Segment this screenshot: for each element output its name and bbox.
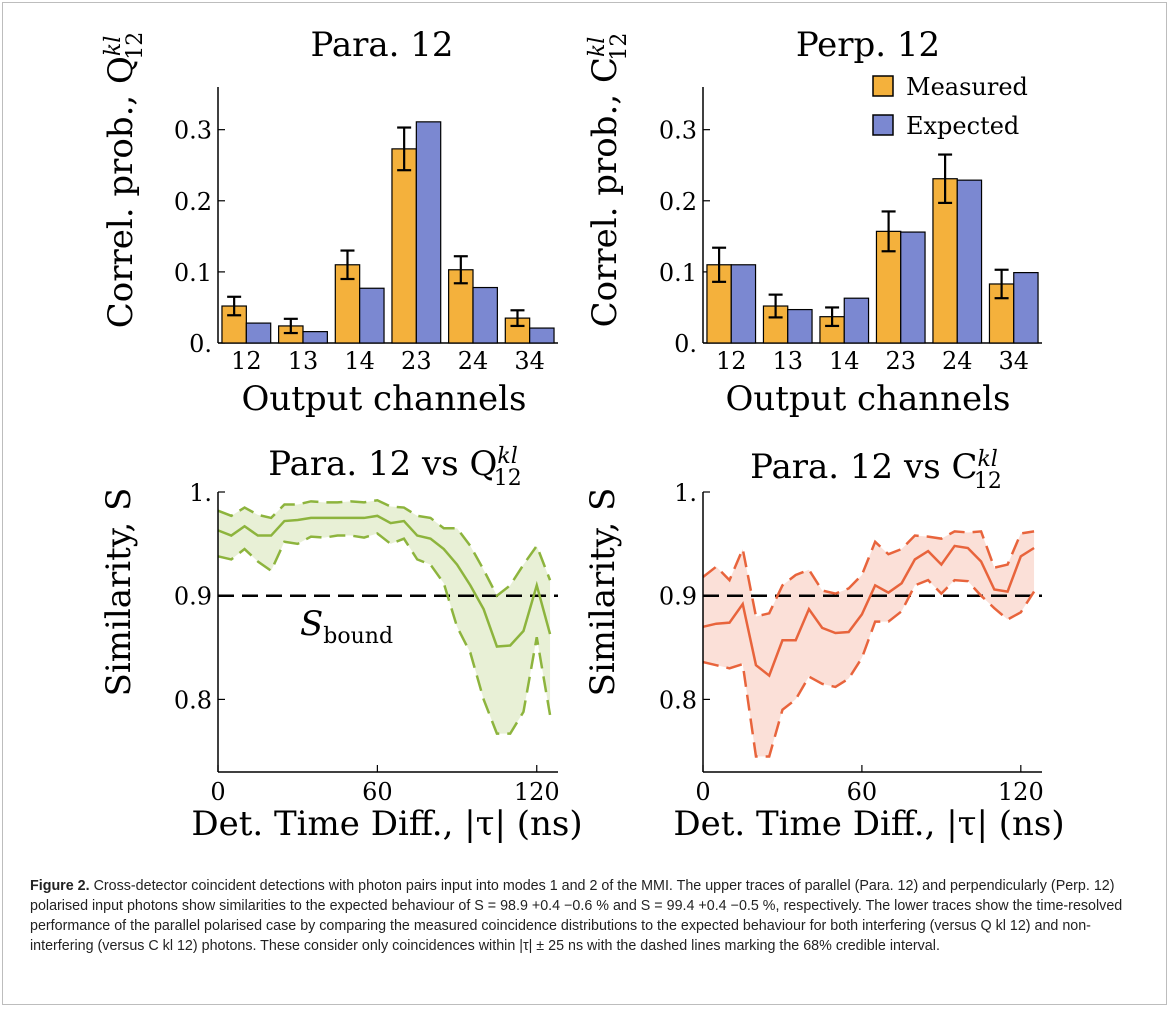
x-tick-label: 120 xyxy=(998,778,1044,806)
x-tick-label: 13 xyxy=(772,347,803,375)
panel-para12-vs-q: Para. 12 vs Qkl 12 Similarity, S Det. Tim… xyxy=(99,444,583,844)
panel3-title-text: Para. 12 vs Q xyxy=(268,444,497,484)
panel4-plot-area: 0.8 0.9 1. 0 60 120 xyxy=(659,479,1044,806)
panel3-xlabel: Det. Time Diff., |τ| (ns) xyxy=(191,804,582,844)
bar-expected xyxy=(472,286,498,344)
panel2-title: Perp. 12 xyxy=(796,25,940,65)
credible-interval-band xyxy=(703,531,1035,757)
panel2-xlabel: Output channels xyxy=(725,379,1010,419)
bar-expected xyxy=(302,331,328,344)
legend-swatch-measured xyxy=(872,75,894,97)
y-tick-label: 0.8 xyxy=(174,686,212,714)
panel2-plot-area: 0. 0.1 0.2 0.3 12 13 14 23 24 34 xyxy=(659,87,1042,375)
y-tick-label: 0.9 xyxy=(174,583,212,611)
y-tick-label: 0.3 xyxy=(174,117,212,145)
x-tick-label: 0 xyxy=(695,778,710,806)
panel4-title: Para. 12 vs Ckl 12 xyxy=(750,447,1002,494)
x-tick-label: 14 xyxy=(344,347,375,375)
y-tick-label: 0.3 xyxy=(659,117,697,145)
panel2-ylabel-text: Correl. prob., C xyxy=(585,57,625,327)
panel4-title-text: Para. 12 vs C xyxy=(750,447,977,487)
panel1-title: Para. 12 xyxy=(310,25,453,65)
caption-label: Figure 2. xyxy=(30,878,90,894)
upper-interval-line xyxy=(217,499,552,598)
y-tick-label: 0. xyxy=(189,330,212,358)
legend-label-measured: Measured xyxy=(906,73,1028,101)
panel-para12-vs-c: Para. 12 vs Ckl 12 Similarity, S Det. Tim… xyxy=(583,447,1065,844)
mean-similarity-line xyxy=(702,544,1035,678)
legend-swatch-expected xyxy=(872,114,894,136)
bar-expected xyxy=(787,308,813,344)
bar-expected xyxy=(900,231,926,344)
bound-label: Sbound xyxy=(300,604,393,649)
x-tick-label: 60 xyxy=(847,778,878,806)
mean-similarity-line xyxy=(217,514,552,648)
bar-measured xyxy=(932,178,958,344)
figure-canvas: Para. 12 Correl. prob., Qkl12 Output cha… xyxy=(99,25,1065,844)
y-tick-label: 0.2 xyxy=(174,188,212,216)
panel3-ylabel: Similarity, S xyxy=(99,488,139,697)
y-tick-label: 0.1 xyxy=(174,259,212,287)
y-tick-label: 1. xyxy=(189,479,212,507)
x-tick-label: 12 xyxy=(231,347,262,375)
x-tick-label: 12 xyxy=(716,347,747,375)
x-tick-label: 120 xyxy=(514,778,560,806)
panel3-plot-area: 0.8 0.9 1. 0 60 120 xyxy=(174,479,560,806)
bar-expected xyxy=(730,264,757,344)
x-tick-label: 23 xyxy=(401,347,432,375)
panel1-xlabel: Output channels xyxy=(241,379,526,419)
bar-expected xyxy=(245,322,272,344)
x-tick-label: 34 xyxy=(514,347,545,375)
bound-label-sub: bound xyxy=(323,624,393,649)
panel1-ylabel-sub: 12 xyxy=(123,32,148,60)
bar-expected xyxy=(415,121,442,344)
bar-measured xyxy=(391,148,417,344)
y-tick-label: 0.2 xyxy=(659,188,697,216)
panel4-ylabel: Similarity, S xyxy=(583,488,623,697)
panel2-ylabel: Correl. prob., Ckl12 xyxy=(585,33,632,328)
x-tick-label: 0 xyxy=(210,778,225,806)
panel2-ylabel-sub: 12 xyxy=(607,33,632,61)
panel1-ylabel-sup: kl xyxy=(101,36,126,56)
x-tick-label: 60 xyxy=(362,778,393,806)
bar-expected xyxy=(843,297,870,344)
panel-perp12-bars: Perp. 12 Correl. prob., Ckl12 Output cha… xyxy=(585,25,1042,419)
panel4-title-sup: kl xyxy=(977,447,997,472)
x-tick-label: 24 xyxy=(458,347,489,375)
panel4-xlabel: Det. Time Diff., |τ| (ns) xyxy=(673,804,1064,844)
bar-expected xyxy=(1013,272,1039,344)
credible-interval-band xyxy=(218,500,551,734)
upper-interval-line xyxy=(702,530,1035,618)
panel1-ylabel: Correl. prob., Qkl12 xyxy=(101,32,148,329)
bound-label-text: S xyxy=(300,604,323,644)
legend-label-expected: Expected xyxy=(906,112,1019,140)
x-tick-label: 24 xyxy=(942,347,973,375)
panel1-plot-area: 0. 0.1 0.2 0.3 12 13 14 23 24 34 xyxy=(174,87,558,375)
y-tick-label: 1. xyxy=(674,479,697,507)
panel4-title-sub: 12 xyxy=(974,469,1002,494)
bar-expected xyxy=(956,179,983,344)
panel3-title: Para. 12 vs Qkl 12 xyxy=(268,444,522,491)
y-tick-label: 0.1 xyxy=(659,259,697,287)
x-tick-label: 14 xyxy=(829,347,860,375)
caption-text: Cross-detector coincident detections wit… xyxy=(30,878,1123,954)
panel1-ylabel-text: Correl. prob., Q xyxy=(101,56,141,328)
x-tick-label: 23 xyxy=(885,347,916,375)
panel-para12-bars: Para. 12 Correl. prob., Qkl12 Output cha… xyxy=(101,25,558,419)
lower-interval-line xyxy=(217,532,552,735)
panel3-title-sup: kl xyxy=(497,444,517,469)
x-tick-label: 13 xyxy=(288,347,319,375)
y-tick-label: 0.8 xyxy=(659,686,697,714)
y-tick-label: 0.9 xyxy=(659,583,697,611)
legend: Measured Expected xyxy=(872,73,1028,140)
lower-interval-line xyxy=(702,578,1036,758)
bar-expected xyxy=(359,287,385,344)
y-tick-label: 0. xyxy=(674,330,697,358)
figure-caption: Figure 2. Cross-detector coincident dete… xyxy=(30,876,1145,956)
panel2-ylabel-sup: kl xyxy=(585,37,610,57)
bar-expected xyxy=(529,327,555,344)
x-tick-label: 34 xyxy=(998,347,1029,375)
panel3-title-sub: 12 xyxy=(494,466,522,491)
